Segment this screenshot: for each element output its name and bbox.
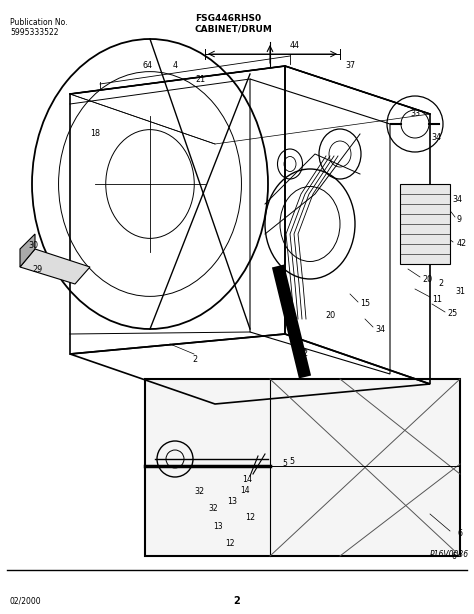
Text: 13: 13 (213, 522, 223, 531)
Text: 02/2000: 02/2000 (10, 597, 42, 606)
Text: 6: 6 (458, 529, 463, 538)
Text: 12: 12 (225, 539, 235, 548)
Text: 12: 12 (245, 513, 255, 521)
Text: 4: 4 (173, 61, 177, 69)
Text: 5: 5 (283, 459, 287, 468)
Text: 34: 34 (431, 133, 441, 142)
Text: 6: 6 (452, 552, 457, 561)
Text: 44: 44 (290, 42, 300, 50)
Bar (145, 379, 460, 556)
Text: 18: 18 (90, 130, 100, 139)
Text: 5995333522: 5995333522 (10, 28, 58, 37)
Text: 9: 9 (457, 214, 462, 223)
Text: 32: 32 (195, 486, 205, 495)
Text: 42: 42 (457, 239, 467, 249)
Text: 11: 11 (432, 295, 442, 303)
Text: 2: 2 (302, 349, 307, 359)
Text: FSG446RHS0: FSG446RHS0 (195, 14, 261, 23)
Polygon shape (20, 234, 35, 267)
Bar (400, 184, 450, 264)
Text: 37: 37 (345, 61, 355, 71)
Text: 32: 32 (209, 504, 218, 513)
Text: 14: 14 (242, 475, 252, 483)
Text: 29: 29 (32, 265, 42, 273)
Text: 34: 34 (375, 325, 385, 333)
Text: 5: 5 (290, 457, 294, 467)
Text: 13: 13 (227, 497, 237, 505)
Text: 20: 20 (422, 274, 432, 284)
Text: 21: 21 (195, 74, 205, 84)
Text: Publication No.: Publication No. (10, 18, 67, 27)
Text: 64: 64 (143, 61, 153, 69)
Text: 2: 2 (192, 354, 198, 363)
Text: CABINET/DRUM: CABINET/DRUM (195, 24, 273, 33)
Text: 30: 30 (28, 241, 38, 251)
Polygon shape (20, 249, 90, 284)
Text: 33: 33 (410, 109, 420, 119)
Text: 25: 25 (447, 309, 457, 319)
Text: P16V0036: P16V0036 (430, 550, 469, 559)
Text: 2: 2 (438, 279, 443, 289)
Text: 14: 14 (240, 486, 250, 495)
Text: 34: 34 (452, 195, 462, 203)
Text: 31: 31 (455, 287, 465, 295)
Text: 15: 15 (360, 300, 370, 308)
Text: 2: 2 (234, 596, 240, 606)
Text: 20: 20 (325, 311, 335, 321)
